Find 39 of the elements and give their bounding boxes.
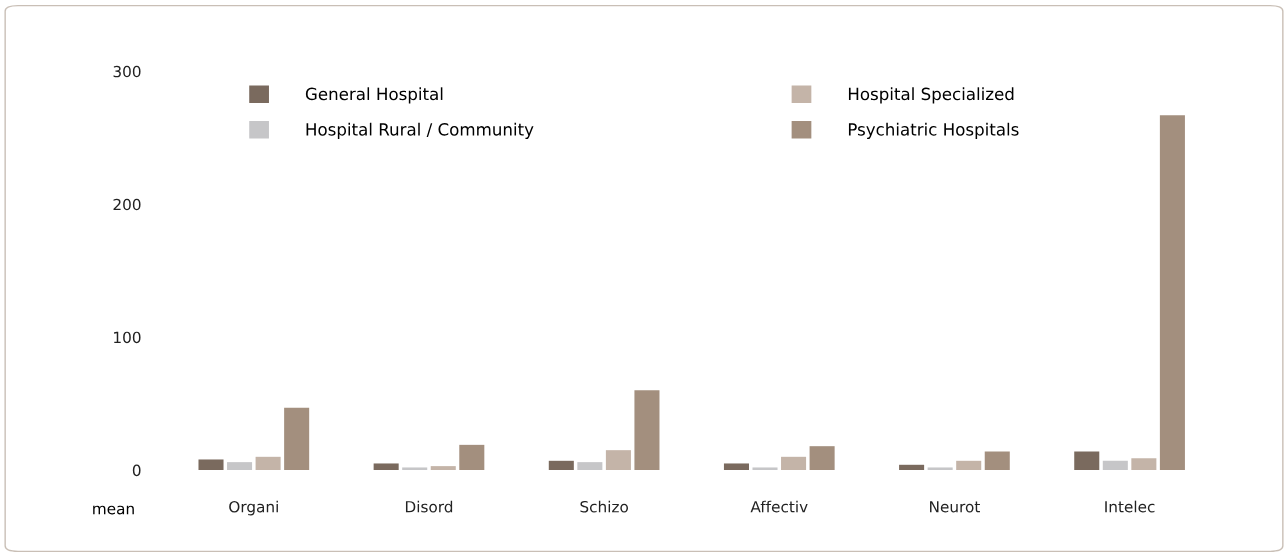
bar — [752, 467, 778, 471]
y-tick-label: 100 — [114, 331, 141, 344]
bar — [373, 463, 399, 471]
y-tick-label: 0 — [132, 464, 141, 477]
legend-label: Hospital Specialized — [848, 87, 1014, 104]
bar — [402, 467, 428, 471]
x-tick-label: Organi — [229, 500, 278, 516]
bar — [1102, 460, 1128, 471]
bar — [781, 456, 807, 471]
bar — [984, 451, 1010, 471]
legend-label: Psychiatric Hospitals — [848, 122, 1019, 139]
bar — [899, 464, 925, 471]
x-tick-label: Intelec — [1105, 500, 1155, 513]
x-tick-label: Disord — [405, 500, 453, 513]
bar — [430, 466, 456, 471]
legend-label: General Hospital — [305, 87, 443, 104]
bar — [1131, 458, 1157, 471]
bar — [809, 446, 835, 471]
bar — [927, 467, 953, 471]
x-tick-label: Neurot — [930, 501, 980, 513]
x-tick-label: Schizo — [580, 500, 628, 513]
bar — [605, 450, 631, 471]
bar — [284, 407, 310, 471]
bar — [548, 460, 574, 471]
x-tick-label: Affectiv — [750, 500, 808, 513]
y-tick-label: 300 — [113, 65, 141, 78]
bar — [1159, 115, 1185, 471]
bar — [459, 444, 485, 471]
bar — [1074, 451, 1100, 471]
x-axis-title: mean — [93, 505, 134, 515]
y-tick-label: 200 — [113, 198, 141, 211]
bar — [577, 462, 603, 471]
bar — [634, 390, 660, 471]
bar — [723, 463, 749, 471]
bar — [956, 460, 982, 471]
bar — [227, 462, 253, 471]
bar — [255, 456, 281, 471]
legend-label: Hospital Rural / Community — [306, 122, 534, 139]
bar — [198, 459, 224, 471]
